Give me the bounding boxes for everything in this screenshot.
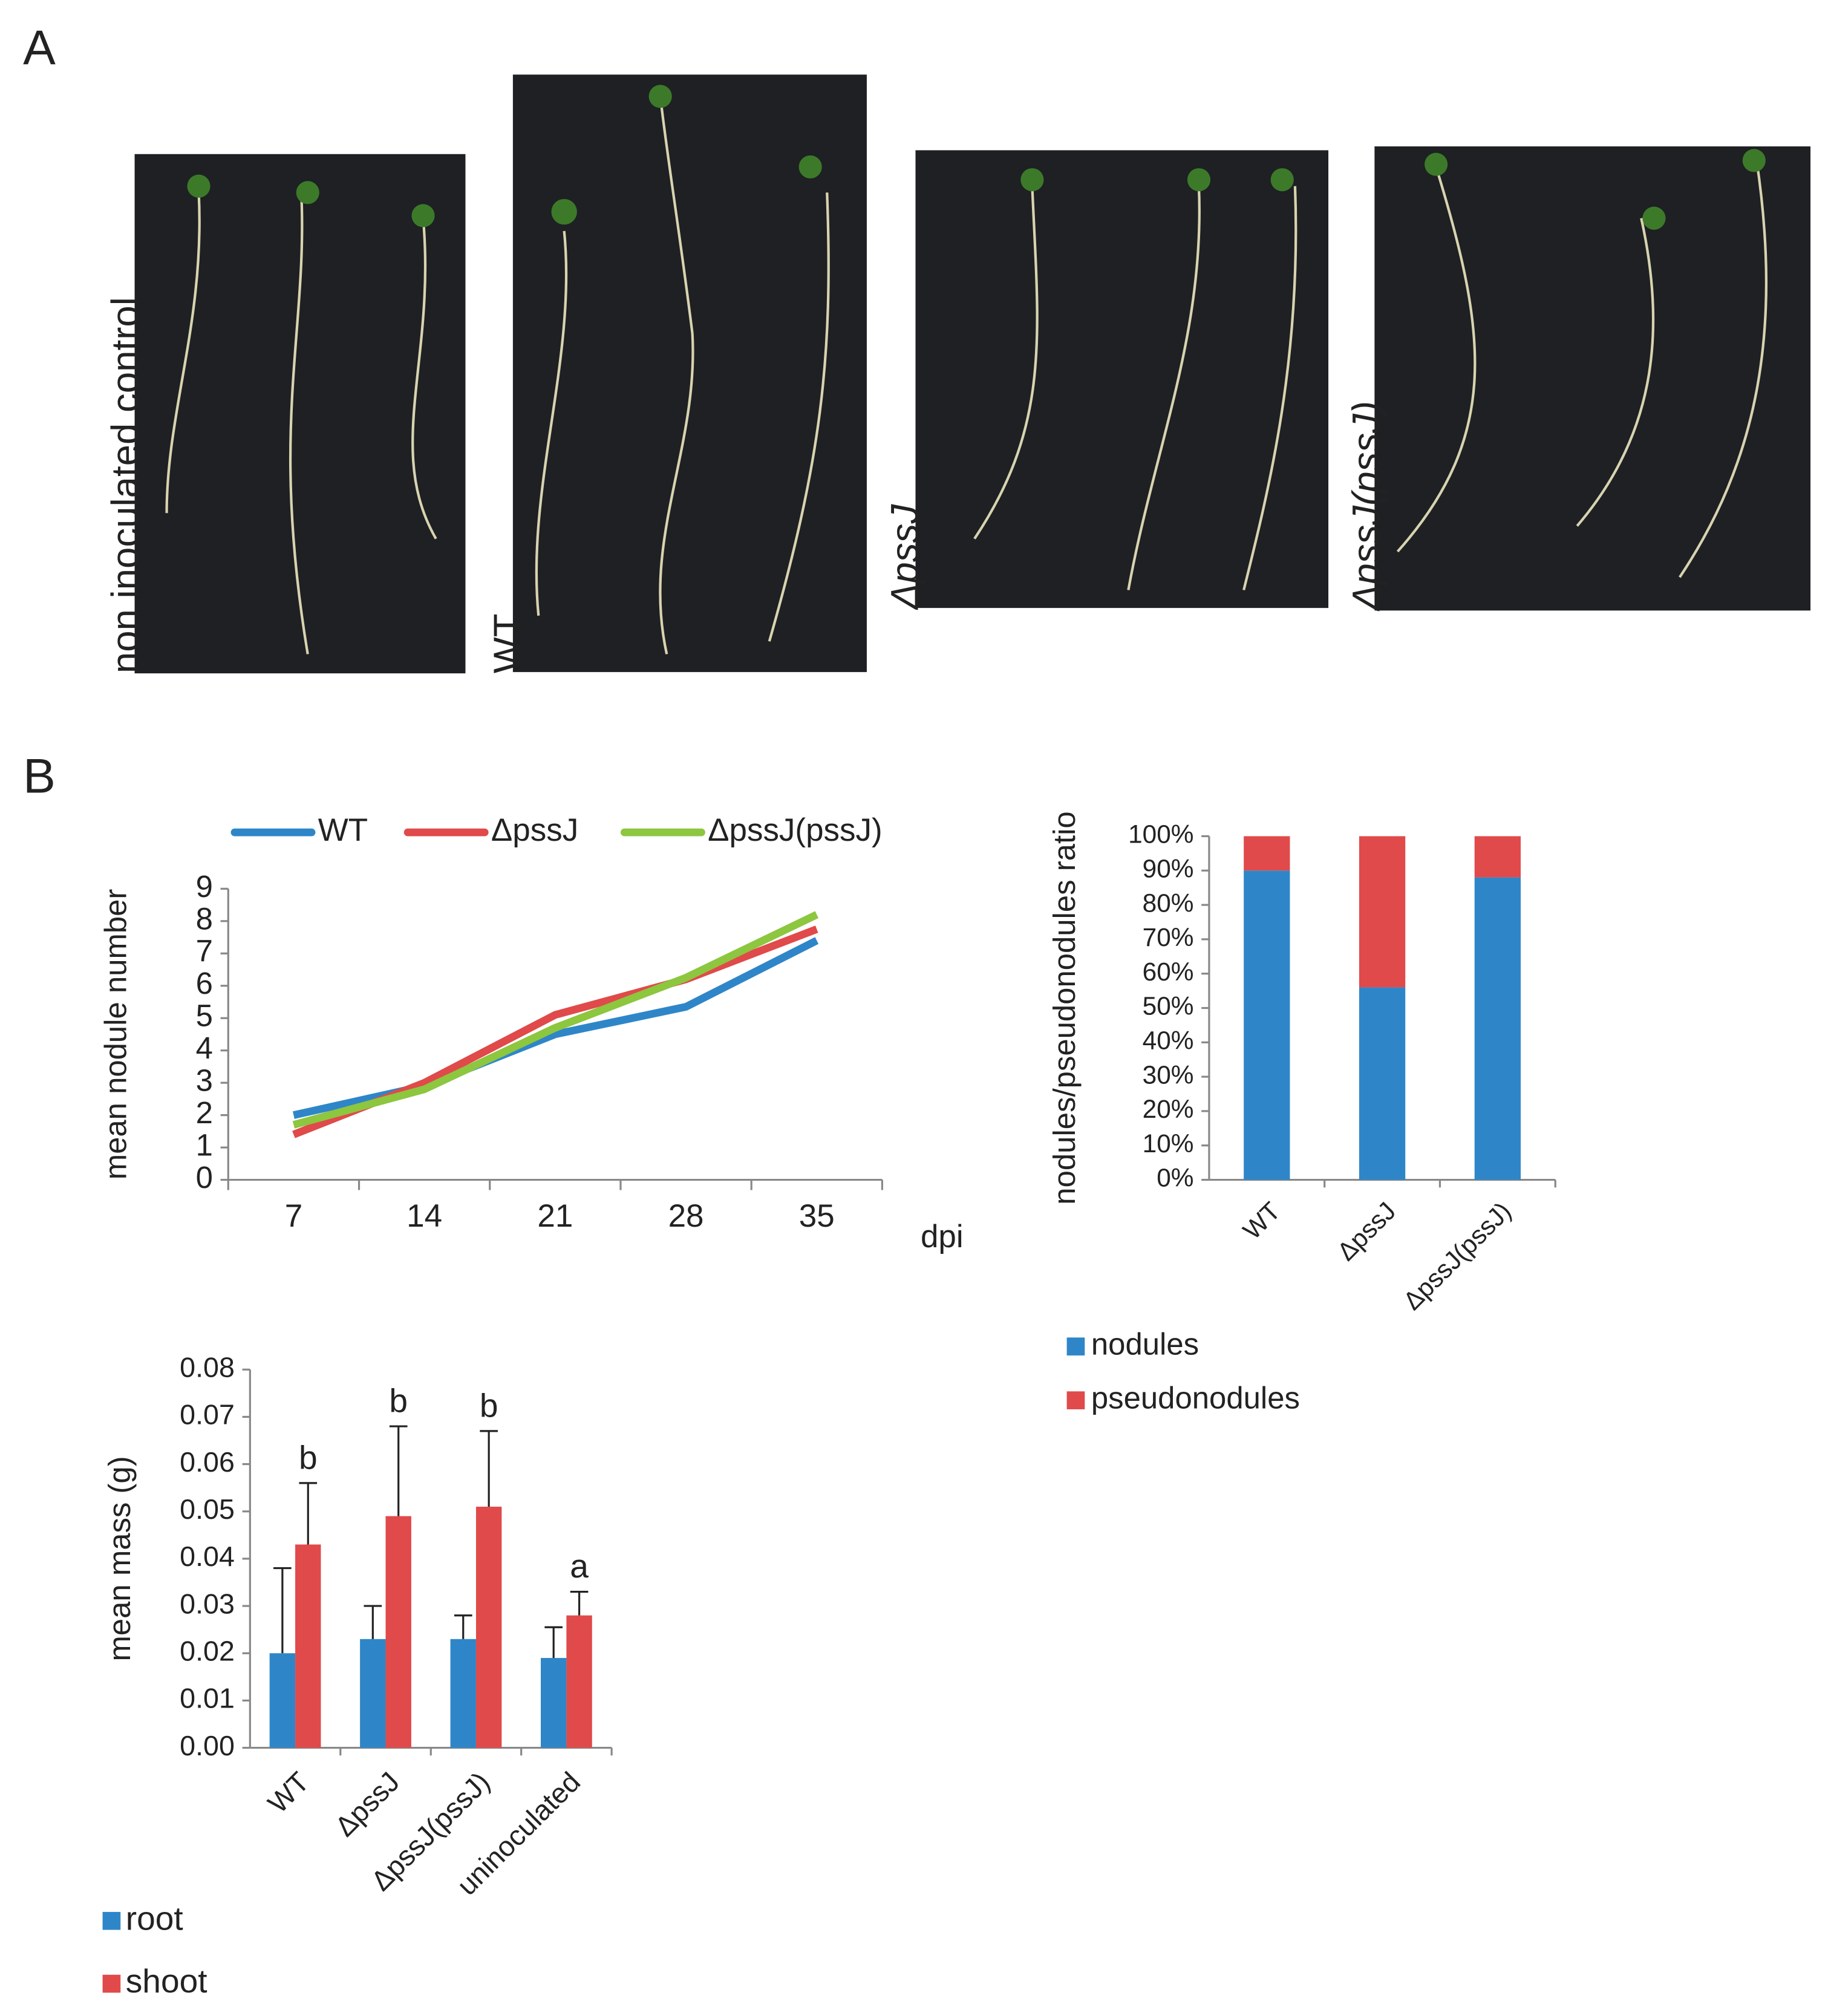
legend-label: WT (318, 812, 368, 848)
y-tick-label: 6 (196, 966, 213, 1000)
y-tick-label: 0.08 (180, 1352, 235, 1383)
significance-label: a (570, 1547, 589, 1585)
bar-segment (1244, 836, 1290, 871)
legend-swatch (1066, 1391, 1085, 1409)
bar (475, 1506, 502, 1748)
x-tick-label: 28 (668, 1198, 704, 1234)
y-tick-label: 10% (1143, 1129, 1194, 1158)
bar (360, 1639, 386, 1748)
x-tick-label: 21 (537, 1198, 573, 1234)
error-bar (299, 1482, 318, 1545)
line-series (293, 937, 819, 1119)
y-tick-label: 3 (196, 1063, 213, 1098)
bar (295, 1544, 321, 1748)
panel-label: A (23, 21, 56, 75)
photo (915, 150, 1329, 608)
x-tick-label: ΔpssJ (1331, 1196, 1401, 1266)
y-tick-label: 70% (1143, 923, 1194, 951)
photo (1374, 146, 1811, 611)
y-tick-label: 5 (196, 999, 213, 1033)
y-axis-label: mean mass (g) (102, 1456, 137, 1661)
y-tick-label: 0.07 (180, 1399, 235, 1430)
y-tick-label: 2 (196, 1095, 213, 1130)
x-tick-label: WT (262, 1766, 315, 1819)
legend-swatch (102, 1974, 121, 1993)
legend-swatch (102, 1911, 121, 1930)
y-tick-label: 0.04 (180, 1541, 235, 1572)
y-tick-label: 0.02 (180, 1636, 235, 1667)
y-tick-label: 7 (196, 934, 213, 968)
x-tick-label: 7 (285, 1198, 302, 1234)
photo (512, 74, 867, 673)
y-tick-label: 9 (196, 869, 213, 904)
error-bar (480, 1430, 498, 1507)
y-tick-label: 0.00 (180, 1730, 235, 1761)
y-tick-label: 40% (1143, 1026, 1194, 1055)
significance-label: b (480, 1386, 498, 1424)
error-bar (389, 1425, 408, 1516)
legend-label: nodules (1091, 1327, 1199, 1362)
bar-segment (1474, 836, 1521, 878)
legend-label: ΔpssJ (491, 812, 578, 848)
bar-segment (1359, 836, 1406, 988)
photo (134, 154, 466, 674)
legend-swatch (1066, 1337, 1085, 1355)
y-tick-label: 0.01 (180, 1683, 235, 1714)
x-tick-label: WT (1238, 1196, 1286, 1245)
error-bar (364, 1605, 382, 1639)
y-tick-label: 0.05 (180, 1493, 235, 1525)
bar (541, 1658, 567, 1748)
y-tick-label: 4 (196, 1031, 213, 1065)
legend-label: ΔpssJ(pssJ) (708, 812, 883, 848)
bar-segment (1244, 870, 1290, 1180)
x-tick-label: 35 (799, 1198, 835, 1234)
photo-caption: WT (486, 613, 529, 673)
bar (269, 1653, 296, 1748)
error-bar (544, 1626, 563, 1659)
legend-label: root (126, 1899, 183, 1937)
bar (566, 1615, 592, 1748)
y-tick-label: 0.03 (180, 1588, 235, 1619)
y-tick-label: 90% (1143, 854, 1194, 882)
y-tick-label: 0 (196, 1160, 213, 1195)
bar (385, 1516, 411, 1748)
x-axis-label: dpi (921, 1219, 964, 1254)
y-tick-label: 80% (1143, 889, 1194, 917)
significance-label: b (299, 1438, 318, 1476)
y-axis-label: mean nodule number (98, 889, 132, 1180)
y-axis-label: nodules/pseudonodules ratio (1047, 811, 1082, 1204)
photo-caption: ΔpssJ(pssJ) (1345, 401, 1388, 612)
panel-label: B (23, 749, 56, 803)
legend-label: pseudonodules (1091, 1381, 1300, 1415)
photo-caption: ΔpssJ (884, 504, 927, 611)
y-tick-label: 1 (196, 1128, 213, 1163)
y-tick-label: 20% (1143, 1095, 1194, 1123)
bar-segment (1359, 987, 1406, 1180)
x-tick-label: ΔpssJ (329, 1766, 406, 1842)
error-bar (273, 1567, 292, 1654)
significance-label: b (389, 1382, 408, 1419)
x-tick-label: ΔpssJ(pssJ) (1398, 1196, 1516, 1315)
bar-segment (1474, 877, 1521, 1180)
y-tick-label: 100% (1128, 820, 1193, 849)
y-tick-label: 60% (1143, 957, 1194, 986)
bar (450, 1639, 476, 1748)
error-bar (454, 1614, 472, 1639)
y-tick-label: 30% (1143, 1060, 1194, 1089)
x-tick-label: 14 (406, 1198, 442, 1234)
line-series (292, 911, 819, 1129)
y-tick-label: 0.06 (180, 1446, 235, 1478)
y-tick-label: 0% (1157, 1164, 1193, 1192)
error-bar (570, 1591, 589, 1616)
y-tick-label: 50% (1143, 992, 1194, 1020)
y-tick-label: 8 (196, 901, 213, 936)
legend-label: shoot (126, 1962, 207, 2000)
photo-caption: non inoculated control (104, 297, 147, 673)
